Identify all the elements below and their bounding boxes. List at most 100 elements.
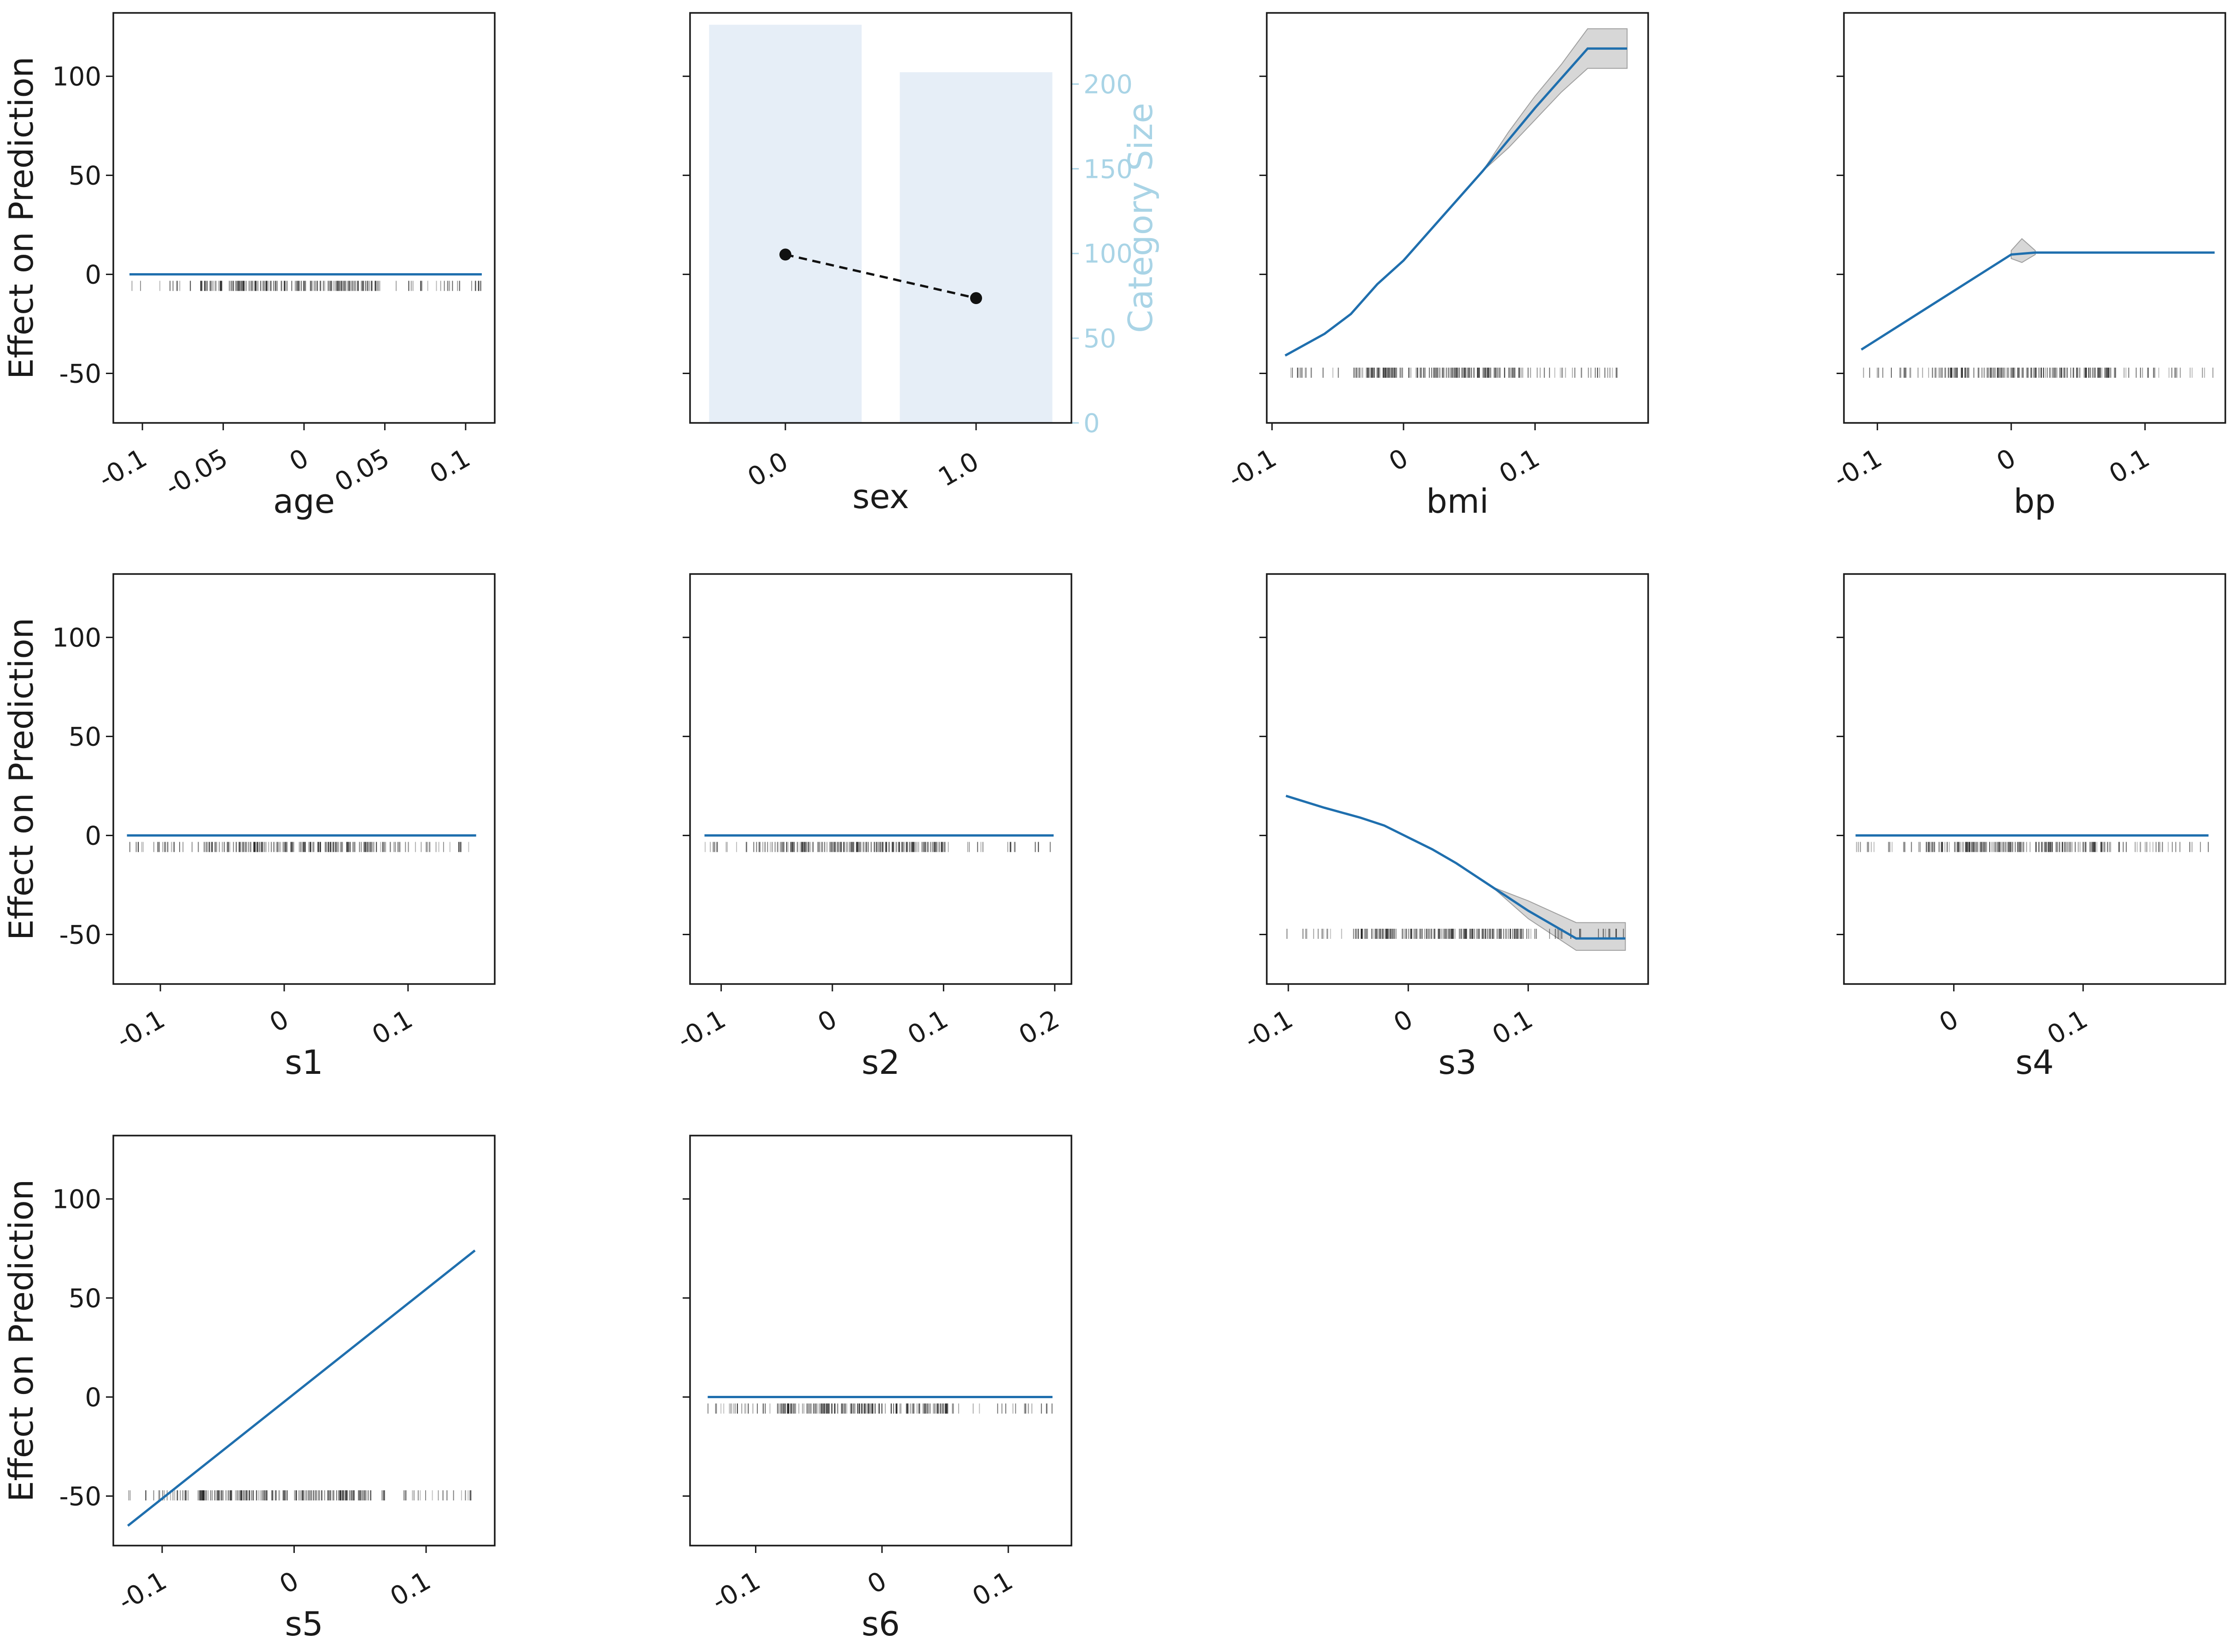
- y-tick-label: 50: [69, 161, 101, 191]
- x-tick-label: -0.1: [113, 1566, 172, 1617]
- effect-marker: [970, 292, 982, 305]
- x-tick-label: 0.1: [1494, 443, 1545, 490]
- y2-tick-label: 50: [1083, 324, 1116, 354]
- plot-frame: [1843, 12, 2226, 424]
- plot-frame: [112, 12, 496, 424]
- y-tick-label: 50: [69, 722, 101, 752]
- x-tick-label: 0: [1389, 1004, 1418, 1038]
- x-axis-label: age: [273, 482, 335, 521]
- subplot-bp: -0.1 0 0.1 bp: [1829, 12, 2226, 521]
- subplot-s3: -0.1 0 0.1 s3: [1240, 573, 1649, 1082]
- x-axis-label: s1: [285, 1043, 323, 1082]
- confidence-band: [1492, 886, 1626, 951]
- x-axis-label: s6: [861, 1605, 900, 1643]
- rug: [704, 842, 1051, 852]
- y-tick-label: -50: [59, 1482, 101, 1512]
- x-tick-label: -0.1: [707, 1566, 765, 1617]
- x-tick-label: 0: [1992, 443, 2021, 477]
- effect-line: [1285, 795, 1626, 940]
- plot-frame: [689, 573, 1072, 985]
- x-axis-label: bmi: [1426, 482, 1489, 521]
- y-tick-label: 100: [52, 62, 101, 92]
- rug: [707, 1403, 1053, 1414]
- rug: [129, 842, 469, 852]
- x-tick-label: -0.05: [160, 443, 233, 503]
- x-axis-label: bp: [2013, 482, 2055, 521]
- subplot-s5: -50 0 50 100 Effect on Prediction -0.1 0 0.1 s5: [2, 1135, 496, 1643]
- effect-line: [1284, 47, 1627, 357]
- x-tick-label: -0.1: [672, 1004, 731, 1055]
- effect-line: [1861, 251, 2215, 351]
- x-tick-label: 0.1: [1487, 1004, 1538, 1051]
- x-tick-label: 0: [285, 443, 314, 477]
- plot-frame: [689, 1135, 1072, 1547]
- x-tick-label: 0.1: [967, 1566, 1018, 1612]
- y-tick-label: 100: [52, 1185, 101, 1215]
- x-tick-label: 0: [1934, 1004, 1963, 1038]
- rug: [1856, 842, 2209, 852]
- effect-line: [785, 253, 977, 299]
- y-tick-label: 0: [85, 260, 101, 290]
- y-tick-label: 100: [52, 623, 101, 653]
- x-tick-label: 0: [862, 1566, 891, 1600]
- x-tick-label: -0.1: [1240, 1004, 1298, 1055]
- confidence-band: [2011, 238, 2036, 263]
- y-tick-label: 50: [69, 1284, 101, 1314]
- category-bar: [709, 24, 862, 423]
- plot-frame: [112, 573, 496, 985]
- x-tick-label: 0.1: [903, 1004, 954, 1051]
- subplot-s6: -0.1 0 0.1 s6: [683, 1135, 1072, 1643]
- x-axis-label: s5: [285, 1605, 323, 1643]
- effect-line: [127, 1249, 476, 1527]
- subplot-s2: -0.1 0 0.1 0.2 s2: [672, 573, 1072, 1082]
- y-axis-label: Effect on Prediction: [2, 57, 41, 379]
- x-axis-label: s4: [2015, 1043, 2054, 1082]
- x-tick-label: 0: [1384, 443, 1413, 477]
- subplot-s1: -50 0 50 100 Effect on Prediction -0.1 0 0.1 s1: [2, 573, 496, 1082]
- x-tick-label: -0.1: [1829, 443, 1887, 494]
- x-tick-label: 0.0: [743, 446, 793, 493]
- subplot-s4: 0 0.1s4: [1837, 573, 2226, 1082]
- rug: [128, 1490, 472, 1500]
- plot-frame: [112, 1135, 496, 1547]
- plot-frame: [689, 12, 1072, 424]
- rug: [131, 281, 482, 291]
- x-tick-label: 0: [275, 1566, 304, 1600]
- x-tick-label: -0.1: [94, 443, 152, 494]
- plot-frame: [1843, 573, 2226, 985]
- category-bar: [900, 72, 1053, 423]
- x-tick-label: -0.1: [1223, 443, 1281, 494]
- rug: [1863, 368, 2214, 378]
- y2-axis-label: Category Size: [1121, 103, 1160, 333]
- y2-tick-label: 0: [1083, 409, 1100, 439]
- x-tick-label: 0.05: [330, 443, 394, 498]
- x-tick-label: 0.1: [425, 443, 475, 490]
- x-tick-label: 0.2: [1014, 1004, 1065, 1051]
- y2-tick-label: 100: [1083, 239, 1133, 269]
- x-tick-label: 0.1: [367, 1004, 418, 1051]
- x-tick-label: 0: [265, 1004, 294, 1038]
- x-axis-label: s3: [1438, 1043, 1476, 1082]
- y-tick-label: -50: [59, 359, 101, 389]
- rug: [1290, 368, 1618, 378]
- confidence-band: [1482, 28, 1628, 172]
- x-tick-label: 0.1: [2104, 443, 2155, 490]
- y-tick-label: 0: [85, 821, 101, 851]
- y-axis-label: Effect on Prediction: [2, 618, 41, 940]
- plot-frame: [1266, 573, 1649, 985]
- y2-tick-label: 150: [1083, 154, 1133, 184]
- x-axis-label: sex: [852, 477, 909, 516]
- x-tick-label: 0: [813, 1004, 842, 1038]
- y2-tick-label: 200: [1083, 70, 1133, 100]
- x-tick-label: -0.1: [111, 1004, 170, 1055]
- y-tick-label: -50: [59, 920, 101, 950]
- x-axis-label: s2: [861, 1043, 900, 1082]
- x-tick-label: 1.0: [933, 446, 984, 493]
- x-tick-label: 0.1: [385, 1566, 436, 1612]
- rug: [1286, 929, 1624, 939]
- effect-marker: [779, 248, 791, 261]
